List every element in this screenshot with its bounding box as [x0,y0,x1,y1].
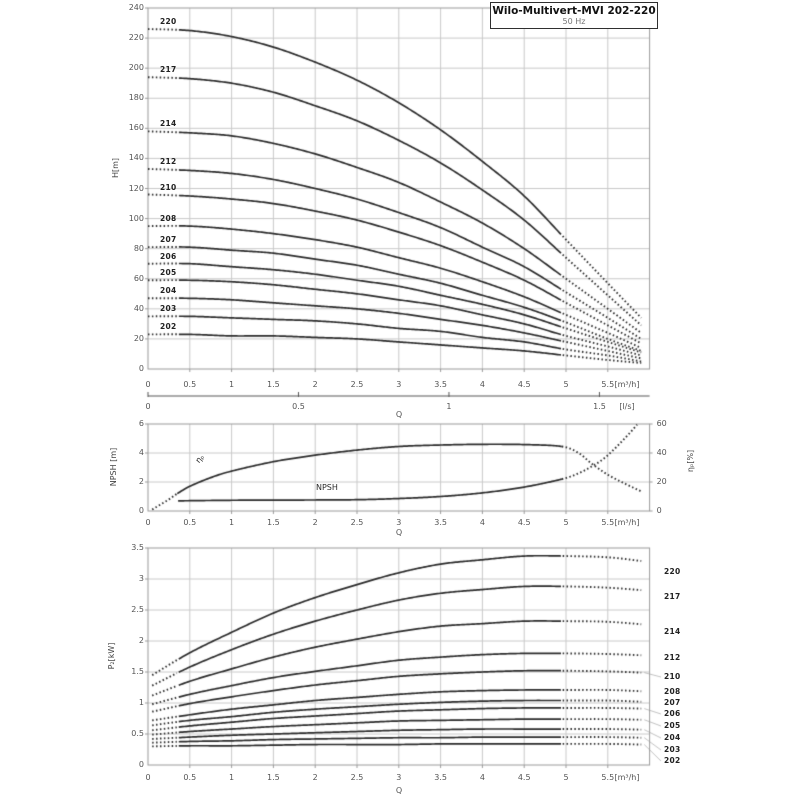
frequency-label: 50 Hz [562,17,586,26]
page-title: Wilo-Multivert-MVI 202-220 [492,5,656,17]
title-box: Wilo-Multivert-MVI 202-220 50 Hz [490,2,658,29]
